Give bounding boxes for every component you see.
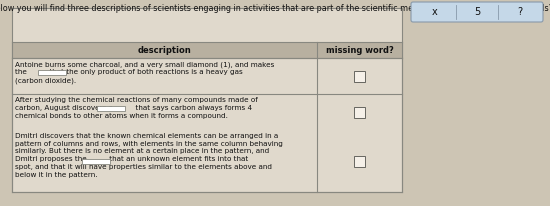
Text: ?: ? (517, 7, 522, 17)
Bar (354, 107, 365, 117)
Text: Dmitri discovers that the known chemical elements can be arranged in a
pattern o: Dmitri discovers that the known chemical… (15, 133, 283, 178)
FancyBboxPatch shape (411, 2, 543, 22)
Bar (12, 8, 402, 192)
Bar (12, 42, 402, 58)
Bar (38, 69, 66, 75)
Text: description: description (138, 46, 191, 55)
Bar (82, 158, 110, 164)
Bar (97, 105, 125, 111)
Bar (354, 70, 365, 82)
Text: In the table below you will find three descriptions of scientists engaging in ac: In the table below you will find three d… (0, 4, 550, 13)
Text: missing word?: missing word? (326, 46, 393, 55)
Text: 5: 5 (474, 7, 480, 17)
Bar (354, 156, 365, 166)
Text: Antoine burns some charcoal, and a very small diamond (1), and makes
the        : Antoine burns some charcoal, and a very … (15, 61, 274, 83)
Text: After studying the chemical reactions of many compounds made of
carbon, August d: After studying the chemical reactions of… (15, 97, 258, 118)
Text: x: x (431, 7, 437, 17)
